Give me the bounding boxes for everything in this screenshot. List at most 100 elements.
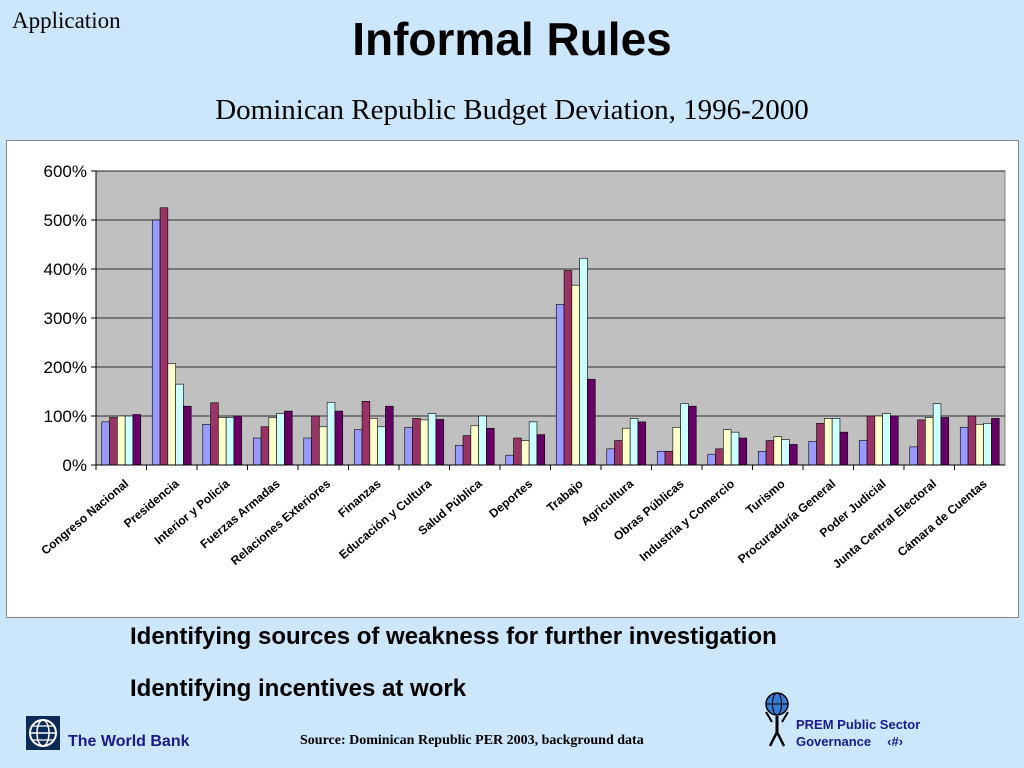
- bar: [983, 423, 992, 466]
- bar: [831, 418, 841, 466]
- bar: [124, 415, 134, 466]
- bar: [218, 417, 227, 466]
- bar: [730, 431, 740, 466]
- bar: [789, 444, 798, 466]
- bar: [866, 415, 876, 466]
- bar: [109, 417, 118, 466]
- prem-line-2: Governance: [796, 734, 872, 749]
- bullet-incentives: Identifying incentives at work: [130, 675, 467, 702]
- bar: [151, 219, 161, 466]
- bar: [462, 435, 472, 466]
- bar: [420, 419, 429, 466]
- bar: [159, 207, 169, 466]
- bar: [975, 424, 984, 466]
- bar: [233, 415, 243, 466]
- bar: [404, 426, 413, 466]
- bar: [587, 378, 596, 466]
- bar: [839, 431, 849, 466]
- y-tick-label: 400%: [44, 260, 87, 279]
- x-tick-label: Industria y Comercio: [637, 477, 737, 564]
- x-tick-label: Deportes: [486, 476, 535, 520]
- bar: [353, 429, 363, 466]
- y-tick-label: 300%: [44, 309, 87, 328]
- bar: [606, 448, 615, 466]
- bar: [680, 403, 689, 466]
- bar: [454, 445, 464, 466]
- bar: [571, 284, 580, 466]
- bar: [925, 417, 934, 466]
- prem-label: PREM Public Sector Governance ‹#›: [796, 716, 920, 750]
- bar: [757, 450, 767, 466]
- bar: [816, 423, 825, 466]
- bar: [932, 403, 942, 466]
- bar: [486, 427, 495, 466]
- source-note: Source: Dominican Republic PER 2003, bac…: [300, 733, 644, 748]
- bar: [656, 450, 666, 466]
- bar-chart: 0% 100% 200% 300% 400% 500% 600% Congreso Nacio…: [38, 162, 1006, 571]
- bar: [882, 413, 891, 466]
- prem-line-1: PREM Public Sector: [796, 717, 921, 732]
- x-tick-label: Educación y Cultura: [336, 476, 434, 562]
- x-tick-label: Relaciones Exteriores: [228, 476, 333, 568]
- bar: [773, 436, 782, 466]
- bar: [614, 440, 623, 466]
- section-label: Application: [12, 8, 121, 33]
- bar: [536, 434, 546, 466]
- y-tick-label: 0%: [62, 456, 87, 475]
- page-number: ‹#›: [887, 734, 904, 749]
- bar: [303, 437, 312, 466]
- y-tick-label: 600%: [44, 162, 87, 181]
- bar: [622, 427, 631, 466]
- y-tick-label: 500%: [44, 211, 87, 230]
- bar: [311, 415, 320, 466]
- chart-panel: 0% 100% 200% 300% 400% 500% 600% Congreso Nacio…: [6, 140, 1019, 618]
- bar: [555, 303, 565, 466]
- bar: [959, 426, 969, 466]
- bar: [202, 424, 211, 466]
- bar: [252, 437, 262, 466]
- x-tick-label: Turismo: [743, 477, 788, 518]
- bar: [715, 448, 724, 466]
- bar: [225, 417, 235, 466]
- y-tick-label: 200%: [44, 358, 87, 377]
- x-tick-label: Cámara de Cuentas: [895, 476, 990, 559]
- bar: [967, 415, 977, 466]
- bar: [276, 413, 285, 466]
- bar: [991, 418, 1000, 466]
- bar: [738, 437, 748, 466]
- bar: [637, 421, 647, 466]
- bar: [781, 439, 790, 466]
- bar: [319, 426, 328, 466]
- bar: [427, 413, 437, 466]
- bar: [175, 383, 184, 466]
- bar: [210, 402, 219, 466]
- bar: [890, 415, 899, 466]
- bar: [117, 415, 126, 466]
- x-tick-label: Procuraduría General: [735, 477, 838, 567]
- bar: [505, 454, 514, 466]
- bar: [707, 453, 716, 466]
- bar: [909, 446, 918, 466]
- bar: [808, 441, 817, 466]
- bar: [528, 421, 538, 466]
- bullet-weakness: Identifying sources of weakness for furt…: [130, 623, 777, 650]
- bar: [858, 440, 868, 466]
- bar: [874, 415, 883, 466]
- bar: [672, 426, 681, 466]
- bar: [579, 257, 588, 466]
- bar: [361, 400, 371, 466]
- x-tick-label: Congreso Nacional: [38, 477, 131, 558]
- bar: [268, 417, 277, 466]
- bar: [664, 450, 674, 466]
- bar: [765, 440, 775, 466]
- bar: [824, 418, 833, 466]
- bar: [723, 429, 732, 466]
- bar: [412, 418, 421, 466]
- world-bank-logo-icon: [26, 716, 60, 750]
- bar: [917, 419, 926, 466]
- bar: [101, 421, 110, 466]
- bar: [132, 414, 142, 466]
- bar: [521, 440, 530, 466]
- bar: [435, 419, 445, 466]
- bar: [688, 405, 697, 466]
